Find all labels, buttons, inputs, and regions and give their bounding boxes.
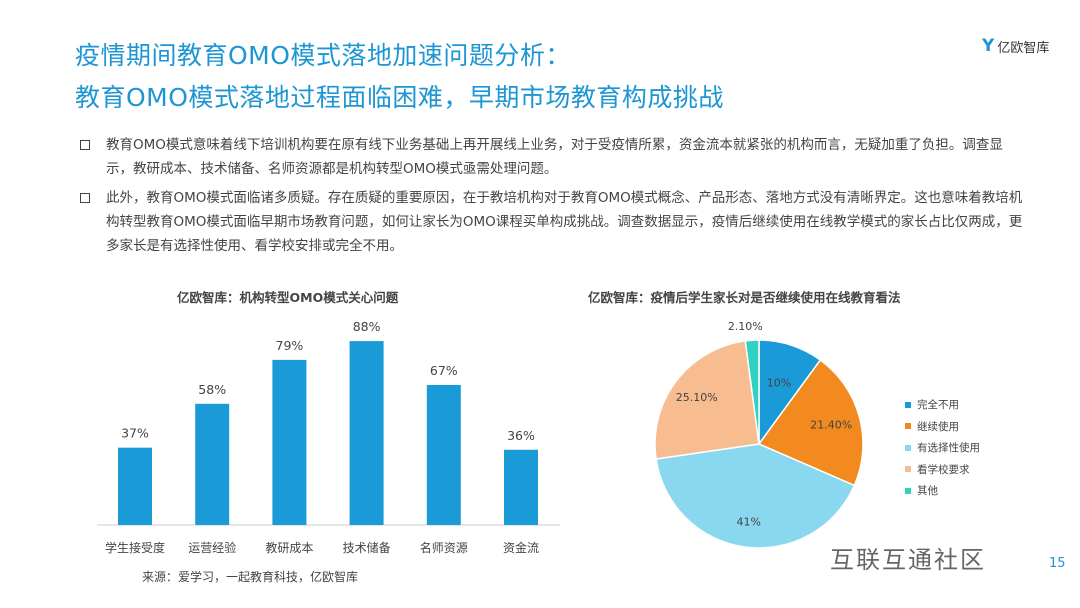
bar-data-label: 67%	[430, 363, 458, 378]
bar-data-label: 58%	[198, 382, 226, 397]
page-number: 15	[1049, 556, 1066, 571]
square-bullet-icon	[80, 140, 90, 150]
bar	[195, 403, 230, 525]
x-tick-label: 学生接受度	[105, 540, 165, 555]
pie-legend: 完全不用继续使用有选择性使用 看学校要求其他	[905, 394, 980, 502]
pie-slice	[654, 340, 760, 460]
bar	[272, 359, 307, 525]
pie-data-label: 2.10%	[728, 320, 763, 333]
bar	[426, 384, 461, 525]
legend-item: 继续使用	[905, 416, 980, 438]
legend-item: 完全不用	[905, 394, 980, 416]
pie-data-label: 25.10%	[676, 391, 718, 404]
legend-swatch	[905, 423, 911, 430]
legend-item: 有选择性使用	[905, 437, 980, 459]
legend-item: 其他	[905, 480, 980, 502]
pie-slice	[757, 358, 864, 487]
logo-mark-icon: Y	[982, 36, 995, 56]
source-note: 来源：爱学习，一起教育科技，亿欧智库	[142, 570, 359, 584]
legend-swatch	[905, 487, 911, 494]
square-bullet-icon	[80, 193, 90, 203]
bar-chart-title: 亿欧智库：机构转型OMO模式关心问题	[177, 290, 399, 305]
legend-label: 其他	[917, 485, 938, 498]
legend-item: 看学校要求	[905, 459, 980, 481]
legend-swatch	[905, 444, 911, 451]
bar-data-label: 36%	[507, 428, 535, 443]
pie-slice	[655, 443, 856, 549]
pie-data-label: 21.40%	[810, 418, 852, 431]
legend-label: 完全不用	[917, 399, 959, 412]
bar	[118, 447, 152, 525]
logo-text: 亿欧智库	[997, 40, 1050, 56]
logo: Y 亿欧智库	[982, 36, 1049, 56]
pie-data-label: 41%	[736, 515, 760, 528]
pie-data-label: 10%	[767, 377, 791, 390]
x-tick-label: 资金流	[503, 540, 539, 555]
page-title-line2: 教育OMO模式落地过程面临困难，早期市场教育构成挑战	[75, 83, 724, 112]
x-tick-label: 名师资源	[420, 540, 468, 555]
pie-slice	[744, 339, 760, 445]
legend-label: 看学校要求	[917, 463, 970, 476]
legend-label: 继续使用	[917, 420, 959, 433]
x-tick-label: 运营经验	[188, 540, 236, 555]
paragraph-text: 教育OMO模式意味着线下培训机构要在原有线下业务基础上再开展线上业务，对于受疫情…	[106, 137, 1003, 177]
bar	[349, 341, 384, 525]
bullet-paragraph: 此外，教育OMO模式面临诸多质疑。存在质疑的重要原因，在于教培机构对于教育OMO…	[80, 186, 1025, 258]
legend-label: 有选择性使用	[917, 442, 980, 455]
paragraph-text: 此外，教育OMO模式面临诸多质疑。存在质疑的重要原因，在于教培机构对于教育OMO…	[106, 190, 1023, 254]
pie-chart-title: 亿欧智库：疫情后学生家长对是否继续使用在线教育看法	[588, 290, 901, 305]
legend-swatch	[905, 401, 911, 408]
bullet-paragraph: 教育OMO模式意味着线下培训机构要在原有线下业务基础上再开展线上业务，对于受疫情…	[80, 133, 1025, 181]
watermark: 互联互通社区	[830, 546, 986, 574]
legend-swatch	[905, 466, 911, 473]
x-tick-label: 技术储备	[343, 540, 391, 555]
page-title-line1: 疫情期间教育OMO模式落地加速问题分析：	[75, 41, 571, 70]
bar-data-label: 88%	[353, 319, 381, 334]
x-tick-label: 教研成本	[265, 540, 313, 555]
bar-data-label: 37%	[121, 426, 149, 441]
bar	[504, 449, 538, 525]
bar-data-label: 79%	[276, 338, 304, 353]
